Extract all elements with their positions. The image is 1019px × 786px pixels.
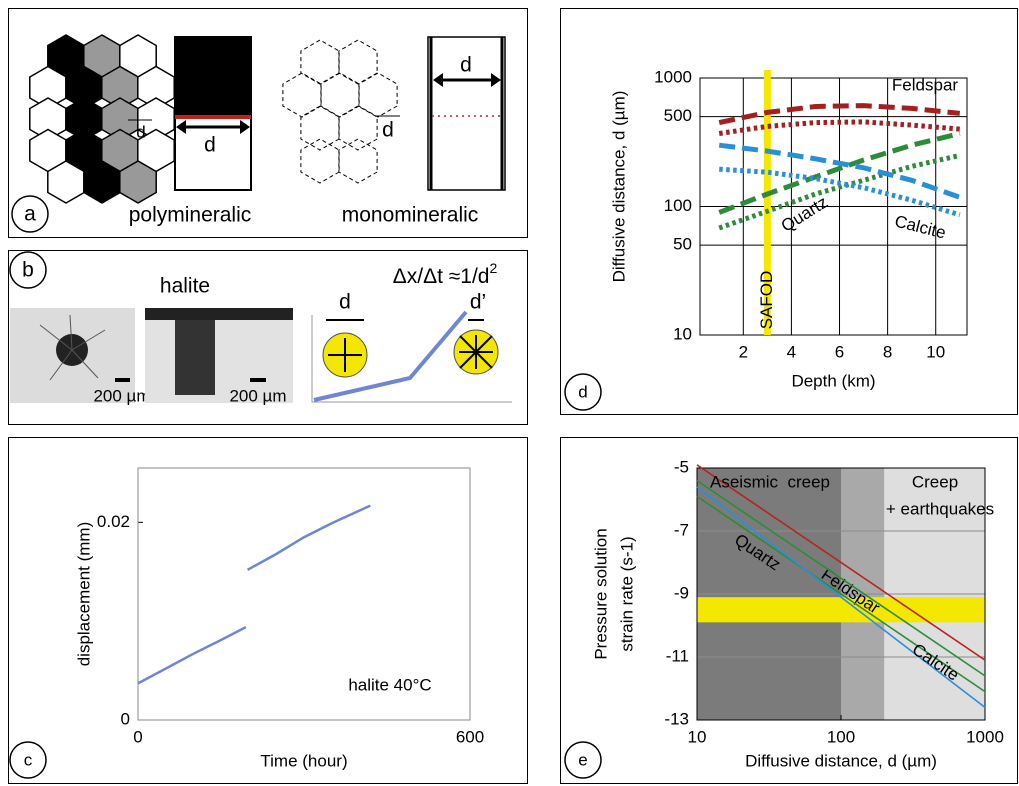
y-tick-label: -9 [674, 583, 689, 602]
x-tick-label: 600 [456, 727, 484, 746]
y-tick-label: 0.02 [97, 512, 130, 531]
d-label: d [339, 291, 351, 314]
panel-label: d [578, 382, 587, 401]
grain-fill [175, 37, 251, 117]
y-tick-label: 100 [664, 196, 692, 215]
formula: Δx/Δt ≈1/d2 [393, 260, 498, 288]
hexagon [301, 139, 339, 183]
title: halite [160, 275, 210, 298]
region-label: + earthquakes [886, 499, 994, 518]
page: d d d d polymineralic monomineralic a b … [0, 0, 1019, 786]
caption: monomineralic [342, 204, 479, 227]
y-tick-label: 50 [673, 235, 692, 254]
hexagon [301, 40, 339, 84]
hexagon [359, 73, 397, 117]
hex-grid [283, 40, 397, 183]
y-axis-label: Diffusive distance, d (µm) [609, 91, 628, 283]
x-tick-label: 6 [835, 342, 844, 361]
hex-grid [30, 35, 174, 203]
d-label: d [382, 119, 394, 142]
series-label: Calcite [893, 212, 948, 243]
scale-label: 200 µm [229, 386, 286, 405]
series-label: Quartz [778, 193, 831, 236]
series-line [138, 506, 370, 684]
marker-label: SAFOD [757, 271, 776, 330]
band [697, 597, 985, 622]
x-tick-label: 1000 [966, 727, 1004, 746]
x-tick-label: 0 [133, 727, 142, 746]
y-tick-label: 0 [121, 709, 130, 728]
panel-label: e [578, 750, 587, 769]
y-axis-label: Pressure solution [591, 528, 610, 659]
scale-label: 200 µm [93, 386, 150, 405]
y-tick-label: 1000 [654, 67, 692, 86]
region-label: Creep [912, 472, 958, 491]
series-label: Feldspar [892, 75, 958, 94]
hexagon [339, 139, 377, 183]
y-tick-label: -13 [664, 709, 689, 728]
d-label: d [204, 134, 216, 157]
x-tick-label: 10 [926, 342, 945, 361]
d-label: d [460, 54, 472, 77]
hexagon [339, 40, 377, 84]
y-axis-label: displacement (mm) [74, 522, 93, 667]
formula-text: Δx/Δt ≈1/d [393, 265, 490, 288]
d-label: d [136, 122, 145, 141]
y-axis-label: strain rate (s-1) [617, 536, 636, 651]
x-tick-label: 8 [883, 342, 892, 361]
x-tick-label: 2 [739, 342, 748, 361]
hexagon [321, 73, 359, 117]
region-label: Aseismic creep [710, 472, 830, 491]
x-axis-label: Time (hour) [260, 751, 347, 770]
photo-feature [145, 308, 293, 320]
y-tick-label: -11 [666, 646, 689, 665]
hexagon [301, 106, 339, 150]
d-label: d’ [470, 291, 486, 314]
caption: polymineralic [129, 204, 252, 227]
figure: d d d d polymineralic monomineralic a b … [0, 0, 1019, 786]
photo-feature [175, 320, 215, 395]
y-tick-label: -7 [674, 520, 689, 539]
x-tick-label: 4 [787, 342, 796, 361]
panel-label: a [24, 203, 36, 226]
x-axis-label: Diffusive distance, d (µm) [745, 751, 937, 770]
arrows [459, 335, 493, 369]
x-tick-label: 10 [688, 727, 707, 746]
formula-exponent: 2 [489, 260, 497, 276]
x-axis-label: Depth (km) [791, 371, 875, 390]
hexagon [283, 73, 321, 117]
x-tick-label: 100 [827, 727, 855, 746]
panel-label: c [24, 750, 33, 769]
y-tick-label: 10 [673, 324, 692, 343]
y-tick-label: 500 [664, 106, 692, 125]
annotation: halite 40°C [348, 675, 431, 694]
y-tick-label: -5 [674, 457, 689, 476]
hexagon [339, 106, 377, 150]
panel-label: b [22, 259, 34, 282]
